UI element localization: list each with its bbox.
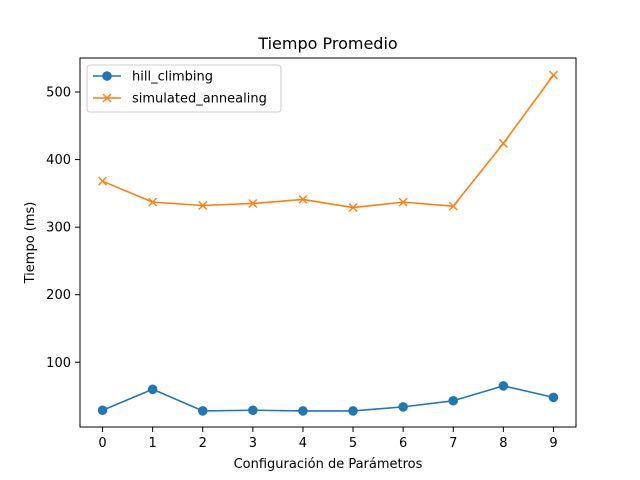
plot-area (80, 58, 576, 427)
data-point-hill-climbing (197, 406, 208, 416)
series-layer (97, 70, 559, 416)
legend-marker-hill-climbing (102, 71, 112, 81)
data-point-hill-climbing (348, 406, 358, 416)
y-tick-label: 400 (46, 153, 71, 168)
data-point-simulated-annealing (548, 70, 558, 80)
x-tick-label: 1 (149, 436, 157, 451)
y-axis-title: Tiempo (ms) (23, 202, 38, 285)
legend-frame (86, 64, 282, 113)
x-tick-label: 8 (499, 436, 507, 451)
data-point-simulated-annealing (448, 201, 458, 211)
plot-frame (79, 57, 577, 428)
data-point-simulated-annealing (148, 197, 158, 207)
legend-label-simulated-annealing: simulated_annealing (132, 92, 267, 107)
x-tick-label: 6 (399, 436, 407, 451)
x-tick-label: 9 (549, 436, 557, 451)
data-point-hill-climbing (248, 405, 258, 416)
data-point-simulated-annealing (98, 176, 108, 186)
y-axis: 100 200 300 400 500 (46, 85, 80, 371)
x-axis-title: Configuración de Parámetros (234, 457, 423, 472)
data-point-simulated-annealing (198, 201, 208, 210)
data-point-simulated-annealing (248, 198, 258, 208)
series-line-simulated-annealing (102, 74, 555, 209)
data-point-hill-climbing (147, 384, 158, 395)
y-tick-label: 200 (46, 288, 71, 303)
legend-label-hill-climbing: hill_climbing (132, 70, 213, 85)
data-point-hill-climbing (97, 405, 108, 416)
legend-marker-simulated-annealing (102, 93, 112, 103)
x-tick-label: 7 (449, 436, 457, 451)
x-tick-label: 4 (299, 436, 307, 451)
data-point-simulated-annealing (298, 194, 308, 204)
x-tick-label: 5 (349, 436, 357, 451)
data-point-hill-climbing (498, 381, 509, 391)
data-point-simulated-annealing (498, 138, 508, 148)
x-tick-label: 2 (199, 436, 207, 451)
data-point-hill-climbing (398, 402, 408, 412)
x-tick-label: 0 (98, 436, 106, 451)
x-tick-label: 3 (249, 436, 257, 451)
data-point-simulated-annealing (398, 197, 408, 207)
chart-title: Tiempo Promedio (257, 34, 397, 53)
data-point-hill-climbing (548, 392, 559, 403)
y-tick-label: 300 (46, 221, 71, 236)
data-point-simulated-annealing (348, 203, 358, 213)
data-point-hill-climbing (298, 406, 308, 416)
x-axis: 0 1 2 3 4 5 6 7 8 9 (98, 427, 558, 451)
series-line-hill-climbing (102, 385, 554, 412)
data-point-hill-climbing (448, 395, 459, 406)
legend: hill_climbing simulated_annealing (86, 64, 282, 113)
y-tick-label: 500 (46, 85, 71, 100)
y-tick-label: 100 (46, 356, 71, 371)
